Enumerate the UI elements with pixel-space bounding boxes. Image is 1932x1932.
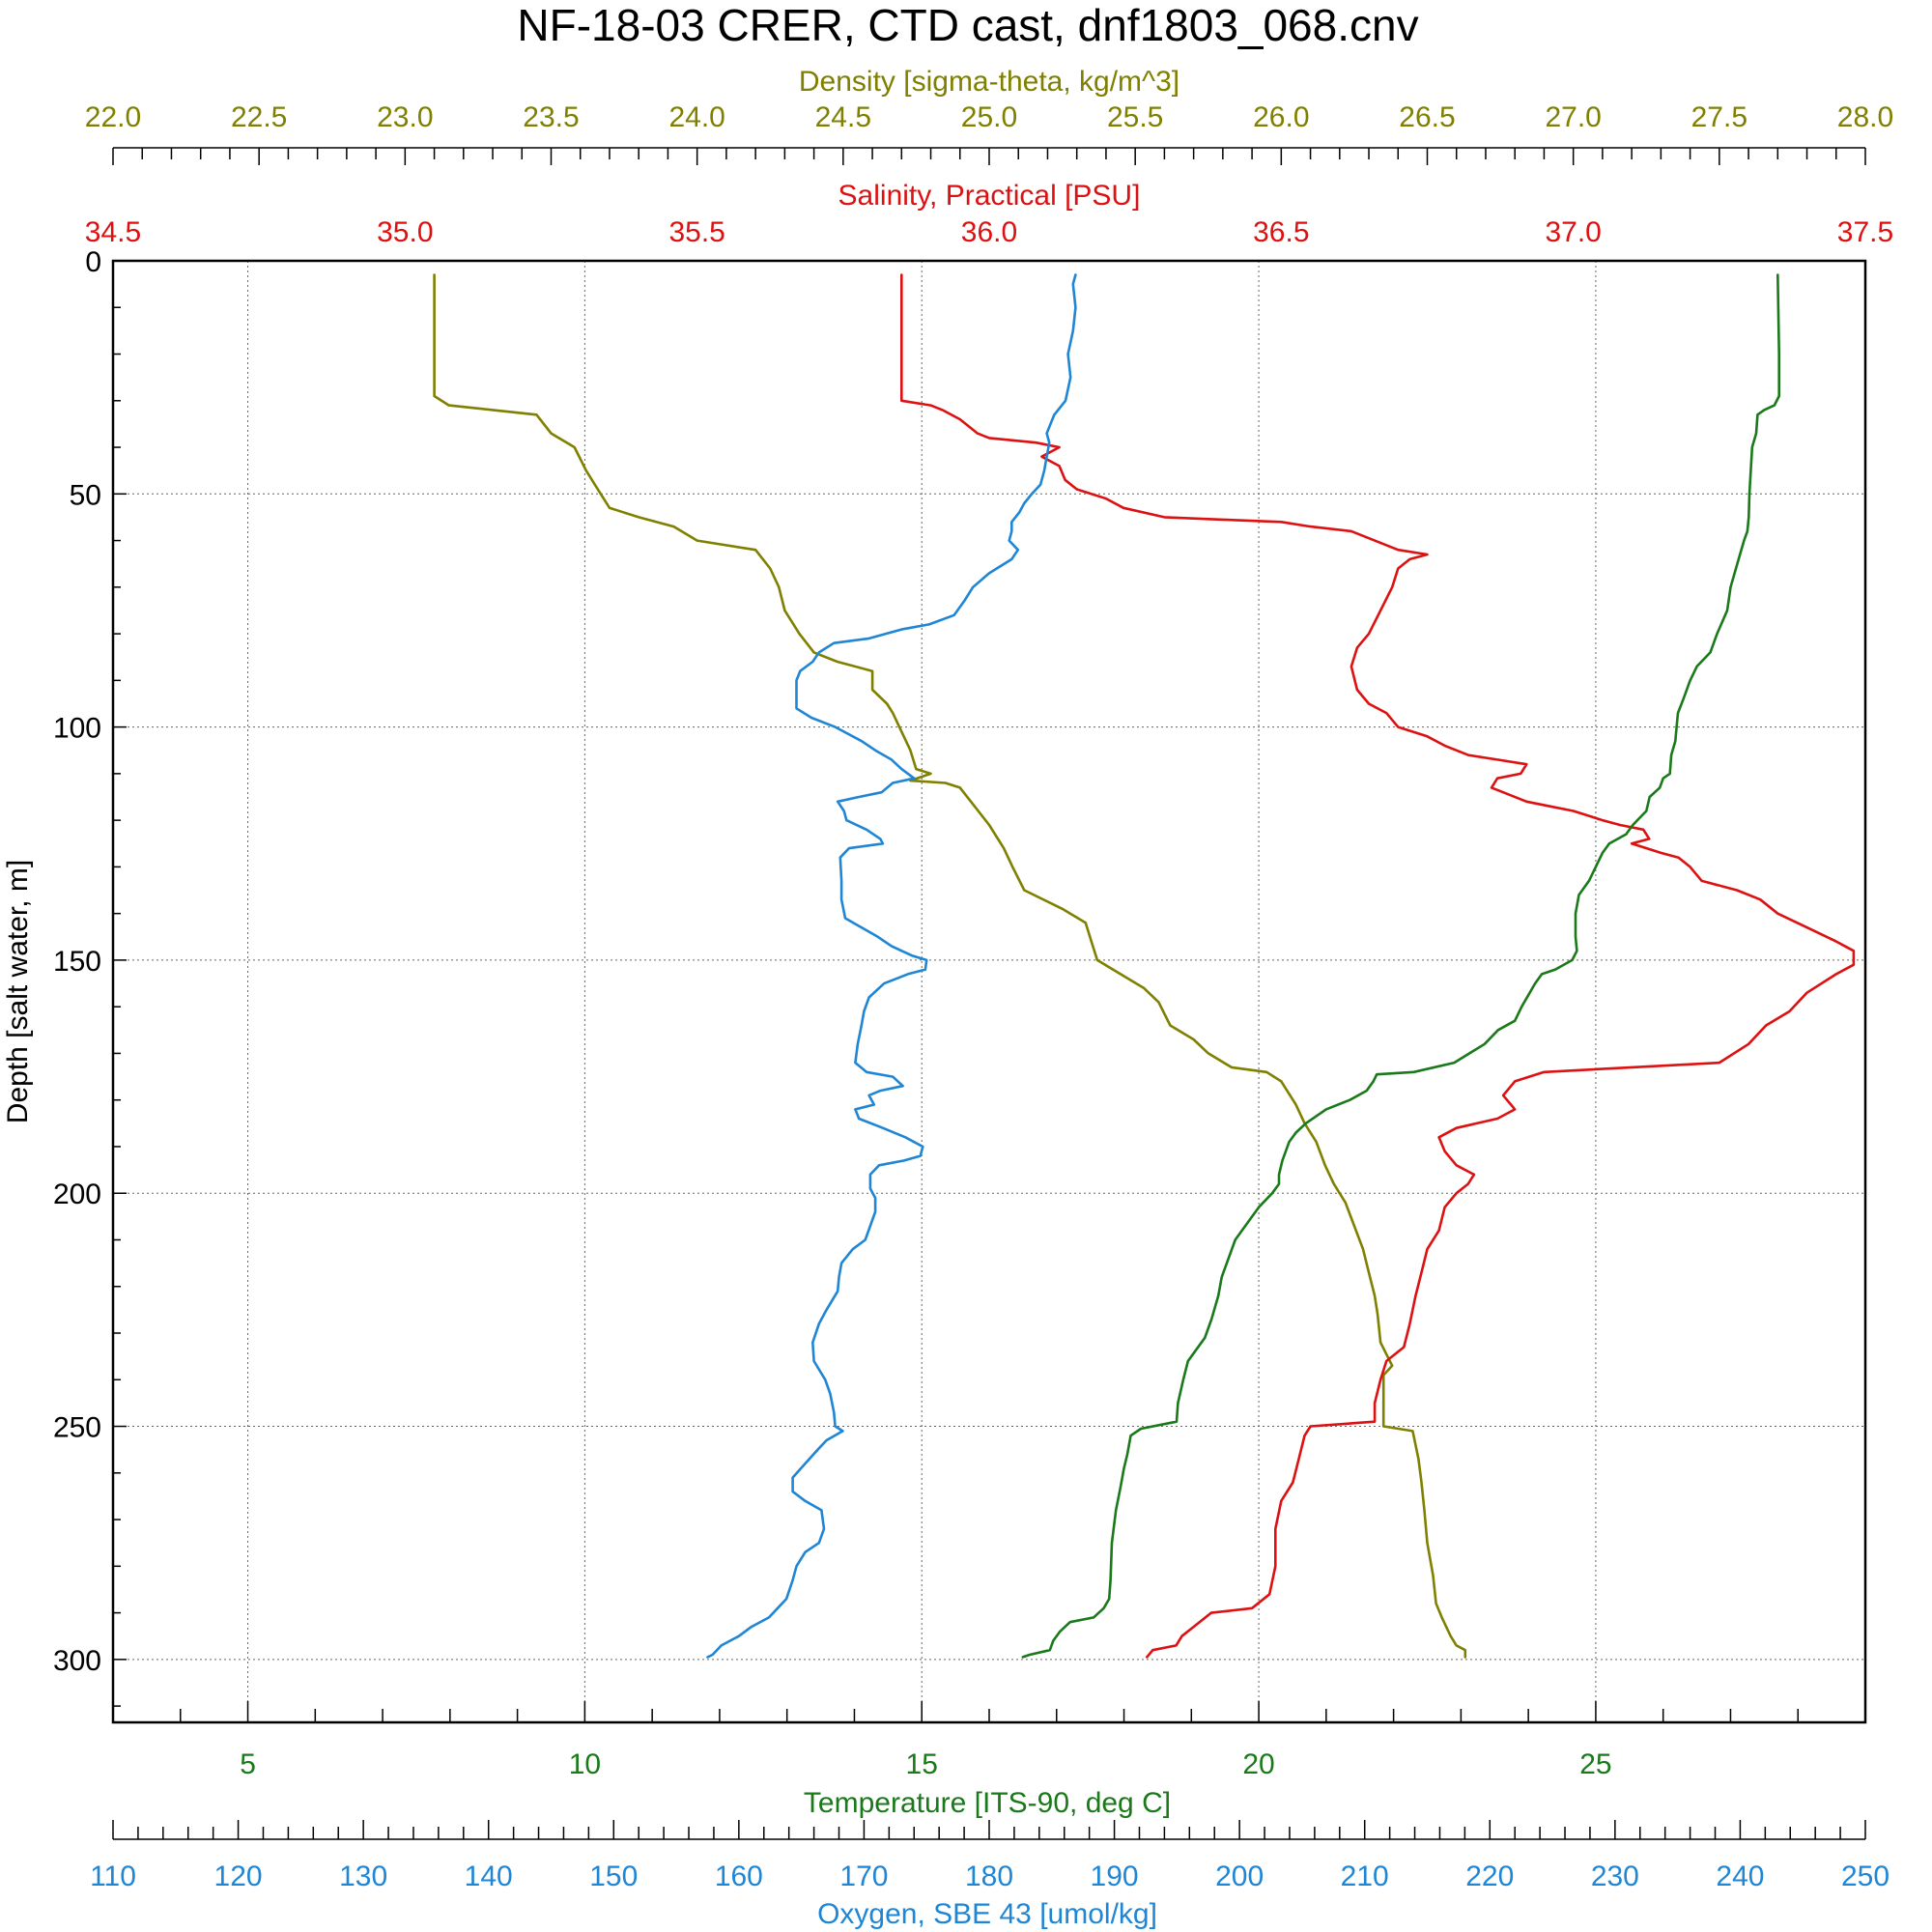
depth-tick-label: 300: [53, 1645, 101, 1677]
temperature-tick-label: 10: [569, 1748, 601, 1780]
depth-axis-title: Depth [salt water, m]: [2, 860, 34, 1123]
depth-tick-label: 100: [53, 713, 101, 745]
oxygen-tick-label: 110: [90, 1861, 136, 1892]
temperature-axis-title: Temperature [ITS-90, deg C]: [804, 1787, 1171, 1819]
chart-title: NF-18-03 CRER, CTD cast, dnf1803_068.cnv: [517, 0, 1418, 50]
oxygen-tick-label: 220: [1465, 1861, 1514, 1892]
density-tick-label: 28.0: [1837, 101, 1893, 133]
depth-tick-label: 200: [53, 1179, 101, 1210]
depth-tick-label: 250: [53, 1412, 101, 1444]
depth-tick-label: 150: [53, 946, 101, 978]
density-series-line: [433, 273, 1467, 1659]
oxygen-tick-label: 160: [715, 1861, 763, 1892]
temperature-series-line: [1021, 273, 1780, 1659]
oxygen-tick-label: 210: [1341, 1861, 1389, 1892]
salinity-tick-label: 34.5: [85, 216, 141, 248]
salinity-tick-label: 37.0: [1545, 216, 1601, 248]
grid-lines: [113, 261, 1865, 1722]
temperature-tick-label: 25: [1579, 1748, 1611, 1780]
oxygen-tick-label: 180: [965, 1861, 1013, 1892]
density-tick-label: 25.5: [1107, 101, 1163, 133]
density-tick-label: 22.5: [231, 101, 287, 133]
salinity-tick-label: 37.5: [1837, 216, 1893, 248]
salinity-tick-label: 36.5: [1253, 216, 1309, 248]
density-tick-label: 26.5: [1399, 101, 1455, 133]
temperature-tick-label: 20: [1242, 1748, 1274, 1780]
depth-tick-label: 50: [70, 479, 101, 511]
density-tick-label: 22.0: [85, 101, 141, 133]
salinity-axis-title: Salinity, Practical [PSU]: [838, 180, 1141, 212]
plot-frame: [111, 259, 1867, 1724]
oxygen-tick-label: 250: [1841, 1861, 1889, 1892]
oxygen-tick-label: 120: [214, 1861, 263, 1892]
axes-layer: 0 50 100 150 200 250 300 Depth [salt water, m] 2…: [2, 66, 1893, 1930]
oxygen-tick-label: 150: [589, 1861, 638, 1892]
salinity-series-line: [900, 273, 1856, 1659]
density-tick-label: 26.0: [1253, 101, 1309, 133]
oxygen-tick-label: 140: [465, 1861, 513, 1892]
density-tick-label: 24.0: [668, 101, 724, 133]
oxygen-axis-title: Oxygen, SBE 43 [umol/kg]: [817, 1898, 1157, 1930]
oxygen-tick-label: 230: [1591, 1861, 1639, 1892]
density-tick-label: 27.0: [1545, 101, 1601, 133]
series-layer: [433, 273, 1856, 1659]
temperature-tick-label: 15: [906, 1748, 938, 1780]
oxygen-series-line: [706, 273, 1077, 1659]
oxygen-tick-label: 170: [839, 1861, 888, 1892]
depth-tick-label: 0: [85, 246, 101, 278]
density-tick-label: 24.5: [815, 101, 871, 133]
oxygen-tick-label: 190: [1091, 1861, 1139, 1892]
temperature-tick-label: 5: [240, 1748, 256, 1780]
density-tick-label: 23.0: [377, 101, 433, 133]
salinity-tick-label: 35.5: [668, 216, 724, 248]
salinity-tick-label: 36.0: [961, 216, 1017, 248]
oxygen-tick-label: 240: [1716, 1861, 1764, 1892]
salinity-tick-label: 35.0: [377, 216, 433, 248]
density-tick-label: 25.0: [961, 101, 1017, 133]
density-tick-label: 23.5: [523, 101, 579, 133]
density-tick-label: 27.5: [1691, 101, 1747, 133]
oxygen-tick-label: 200: [1215, 1861, 1264, 1892]
density-axis-title: Density [sigma-theta, kg/m^3]: [799, 66, 1179, 98]
oxygen-tick-label: 130: [339, 1861, 387, 1892]
